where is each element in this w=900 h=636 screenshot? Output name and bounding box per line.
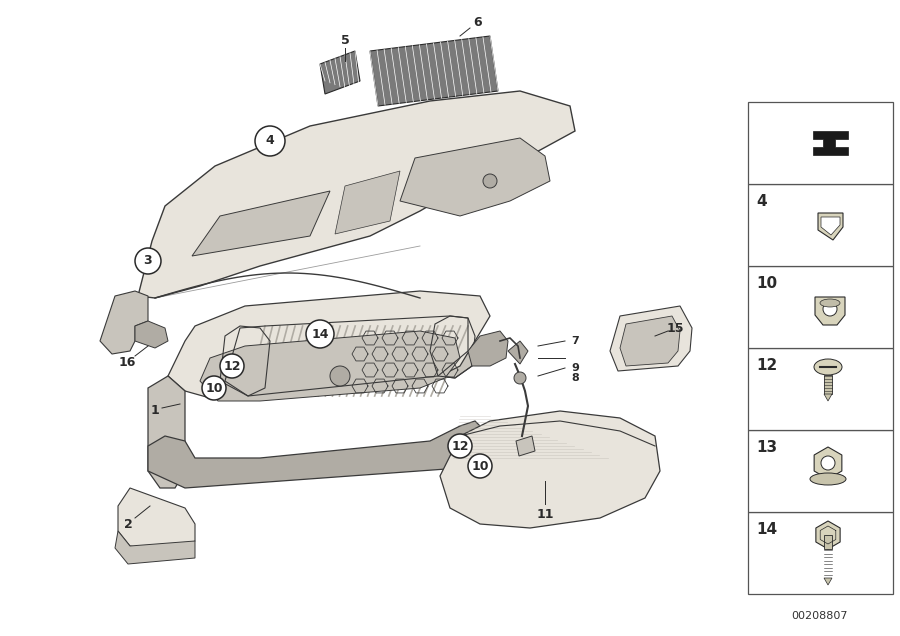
Circle shape	[821, 456, 835, 470]
FancyBboxPatch shape	[748, 512, 893, 594]
FancyBboxPatch shape	[748, 348, 893, 430]
Text: 3: 3	[144, 254, 152, 268]
Polygon shape	[815, 297, 845, 325]
Polygon shape	[168, 291, 490, 398]
Polygon shape	[220, 326, 270, 396]
Text: 15: 15	[666, 322, 684, 335]
Polygon shape	[135, 321, 168, 348]
Circle shape	[220, 354, 244, 378]
Polygon shape	[115, 531, 195, 564]
Polygon shape	[148, 421, 490, 488]
Text: 16: 16	[118, 357, 136, 370]
Circle shape	[823, 302, 837, 316]
Text: 4: 4	[266, 134, 274, 148]
Circle shape	[306, 320, 334, 348]
Ellipse shape	[810, 473, 846, 485]
Text: 10: 10	[205, 382, 223, 394]
Text: 13: 13	[756, 440, 777, 455]
Ellipse shape	[814, 359, 842, 375]
Circle shape	[448, 434, 472, 458]
Text: 10: 10	[472, 459, 489, 473]
Polygon shape	[824, 535, 832, 549]
Text: 12: 12	[756, 358, 778, 373]
Circle shape	[483, 174, 497, 188]
Circle shape	[330, 366, 350, 386]
Text: 12: 12	[451, 439, 469, 452]
Polygon shape	[400, 138, 550, 216]
Text: 14: 14	[756, 522, 777, 537]
Circle shape	[514, 372, 526, 384]
Polygon shape	[824, 578, 832, 585]
Polygon shape	[821, 217, 840, 235]
Polygon shape	[818, 213, 843, 240]
Circle shape	[202, 376, 226, 400]
Circle shape	[468, 454, 492, 478]
Polygon shape	[440, 411, 660, 528]
Polygon shape	[816, 521, 840, 549]
Polygon shape	[610, 306, 692, 371]
Ellipse shape	[820, 299, 840, 307]
Circle shape	[255, 126, 285, 156]
Polygon shape	[824, 375, 832, 394]
FancyBboxPatch shape	[748, 266, 893, 348]
FancyBboxPatch shape	[748, 102, 893, 184]
Polygon shape	[813, 131, 848, 155]
Circle shape	[135, 248, 161, 274]
Polygon shape	[118, 488, 195, 554]
Text: 10: 10	[756, 276, 777, 291]
Polygon shape	[148, 376, 185, 488]
Polygon shape	[100, 291, 148, 354]
Polygon shape	[468, 331, 508, 366]
Polygon shape	[200, 331, 460, 401]
Text: 5: 5	[340, 34, 349, 48]
Polygon shape	[430, 316, 475, 378]
Polygon shape	[814, 447, 842, 479]
Polygon shape	[192, 191, 330, 256]
Polygon shape	[824, 394, 832, 401]
Text: 9: 9	[572, 363, 579, 373]
Polygon shape	[335, 171, 400, 234]
Text: 4: 4	[756, 194, 767, 209]
Text: 11: 11	[536, 508, 554, 520]
Text: 2: 2	[123, 518, 132, 530]
Text: 00208807: 00208807	[792, 611, 848, 621]
Polygon shape	[508, 341, 528, 364]
Text: 7: 7	[572, 336, 579, 346]
Polygon shape	[225, 316, 468, 396]
Text: 1: 1	[150, 404, 159, 417]
Polygon shape	[138, 91, 575, 298]
Text: 14: 14	[311, 328, 328, 340]
Text: 12: 12	[223, 359, 241, 373]
FancyBboxPatch shape	[748, 430, 893, 512]
FancyBboxPatch shape	[748, 184, 893, 266]
Polygon shape	[516, 436, 535, 456]
Text: 6: 6	[473, 17, 482, 29]
Polygon shape	[320, 51, 360, 94]
Polygon shape	[620, 316, 680, 366]
Polygon shape	[370, 36, 498, 106]
Text: 8: 8	[572, 373, 579, 383]
